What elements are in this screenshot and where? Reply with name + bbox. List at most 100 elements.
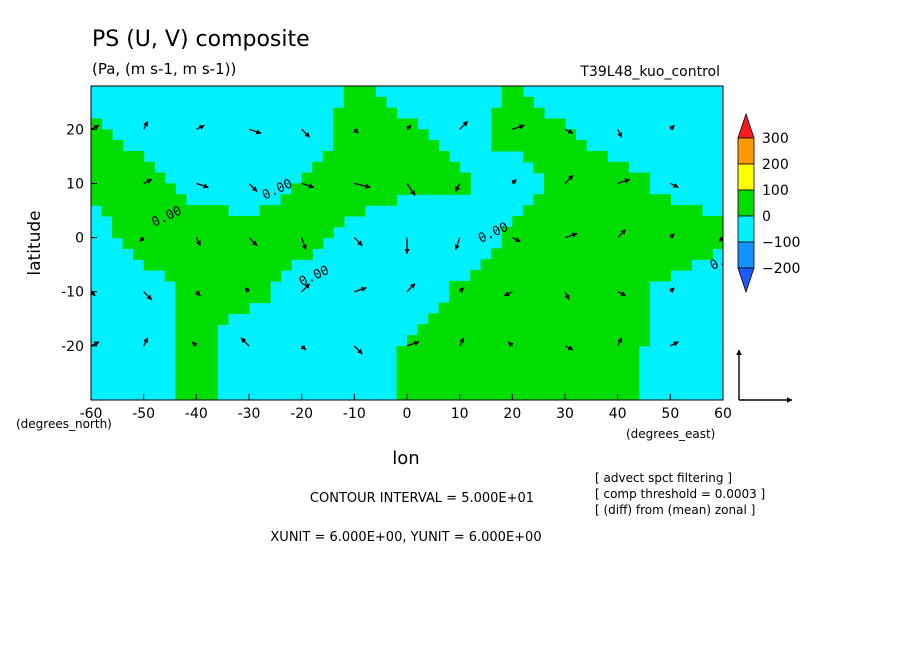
field-cell-positive [396, 378, 408, 390]
field-cell-positive [227, 270, 239, 282]
field-cell-positive [607, 335, 619, 347]
field-cell-positive [364, 86, 376, 98]
field-cell-positive [480, 367, 492, 379]
field-cell-positive [364, 151, 376, 163]
wind-vector [670, 182, 679, 188]
field-cell-positive [586, 280, 598, 293]
field-cell-positive [565, 345, 577, 358]
wind-vector [670, 341, 679, 347]
wind-vector [240, 337, 250, 347]
field-cell-positive [175, 313, 187, 325]
wind-vector [353, 345, 363, 355]
field-cell-positive [101, 194, 113, 206]
field-cell-positive [101, 129, 113, 141]
field-cell-positive [512, 226, 524, 239]
wind-vector [718, 236, 723, 243]
wind-vector [353, 128, 359, 134]
field-cell-positive [438, 151, 450, 163]
field-cell-positive [428, 161, 440, 174]
field-cell-positive [449, 280, 461, 293]
field-cell-positive [638, 302, 650, 314]
wind-vector [406, 183, 416, 196]
field-cell-positive [343, 140, 355, 152]
field-cell-positive [522, 237, 534, 249]
colorbar-label: −200 [762, 261, 800, 277]
field-cell-positive [607, 237, 619, 249]
colorbar-swatch [737, 215, 755, 243]
field-cell-positive [196, 302, 208, 314]
field-cell-positive [533, 205, 545, 217]
run-label: T39L48_kuo_control [579, 64, 720, 80]
field-cell-positive [164, 237, 176, 249]
field-cell-positive [565, 367, 577, 379]
field-cell-positive [101, 205, 113, 217]
wind-vector [564, 291, 570, 301]
field-cell-positive [501, 96, 513, 109]
field-cell-positive [607, 205, 619, 217]
y-axis-label: latitude [25, 210, 45, 275]
field-cell-positive [512, 129, 524, 141]
field-cell-positive [617, 215, 629, 228]
field-cell-positive [417, 356, 429, 369]
field-cell-positive [312, 205, 324, 217]
colorbar-extend-top [737, 112, 755, 139]
field-cell-positive [501, 270, 513, 282]
field-cell-positive [596, 259, 608, 271]
field-cell-positive [375, 140, 387, 152]
field-cell-positive [364, 96, 376, 109]
field-cell-positive [112, 205, 124, 217]
field-cell-positive [396, 161, 408, 174]
field-cell-positive [607, 215, 619, 228]
field-cell-positive [617, 194, 629, 206]
field-cell-positive [175, 356, 187, 369]
field-cell-positive [501, 367, 513, 379]
field-cell-positive [364, 194, 376, 206]
field-cell-positive [501, 107, 513, 120]
note-filter-2: [ comp threshold = 0.0003 ] [595, 487, 765, 501]
field-cell-positive [607, 345, 619, 358]
field-cell-positive [196, 313, 208, 325]
field-cell-positive [185, 226, 197, 239]
field-cell-positive [417, 151, 429, 163]
field-cell-positive [428, 356, 440, 369]
field-cell-positive [175, 194, 187, 206]
field-cell-positive [449, 378, 461, 390]
field-cell-positive [554, 129, 566, 141]
field-cell-positive [680, 248, 692, 260]
field-cell-positive [291, 248, 303, 260]
field-cell-positive [449, 183, 461, 195]
field-cell-positive [312, 183, 324, 195]
field-cell-positive [543, 161, 555, 174]
field-cell-positive [575, 270, 587, 282]
field-cell-positive [428, 140, 440, 152]
field-cell-positive [586, 378, 598, 390]
field-cell-positive [301, 215, 313, 228]
x-tick-label: -40 [185, 406, 208, 422]
field-cell-positive [196, 389, 208, 400]
wind-vector [301, 128, 311, 138]
field-cell-positive [364, 129, 376, 141]
field-cell-positive [617, 389, 629, 400]
field-cell-positive [501, 280, 513, 293]
field-cell-positive [354, 183, 366, 195]
field-cell-positive [449, 356, 461, 369]
field-cell-positive [185, 302, 197, 314]
field-cell-positive [607, 389, 619, 400]
field-cell-positive [333, 140, 345, 152]
field-cell-positive [628, 194, 640, 206]
wind-vector [191, 341, 198, 348]
field-cell-positive [649, 248, 661, 260]
field-cell-positive [543, 129, 555, 141]
field-cell-positive [375, 172, 387, 184]
field-cell-positive [575, 367, 587, 379]
field-cell-positive [628, 302, 640, 314]
field-cell-positive [554, 367, 566, 379]
field-cell-positive [343, 107, 355, 120]
contour-interval: CONTOUR INTERVAL = 5.000E+01 [310, 491, 534, 506]
field-cell-positive [459, 378, 471, 390]
field-cell-positive [512, 302, 524, 314]
field-cell-positive [512, 96, 524, 109]
field-cell-positive [501, 356, 513, 369]
field-cell-positive [638, 291, 650, 304]
field-cell-positive [459, 280, 471, 293]
